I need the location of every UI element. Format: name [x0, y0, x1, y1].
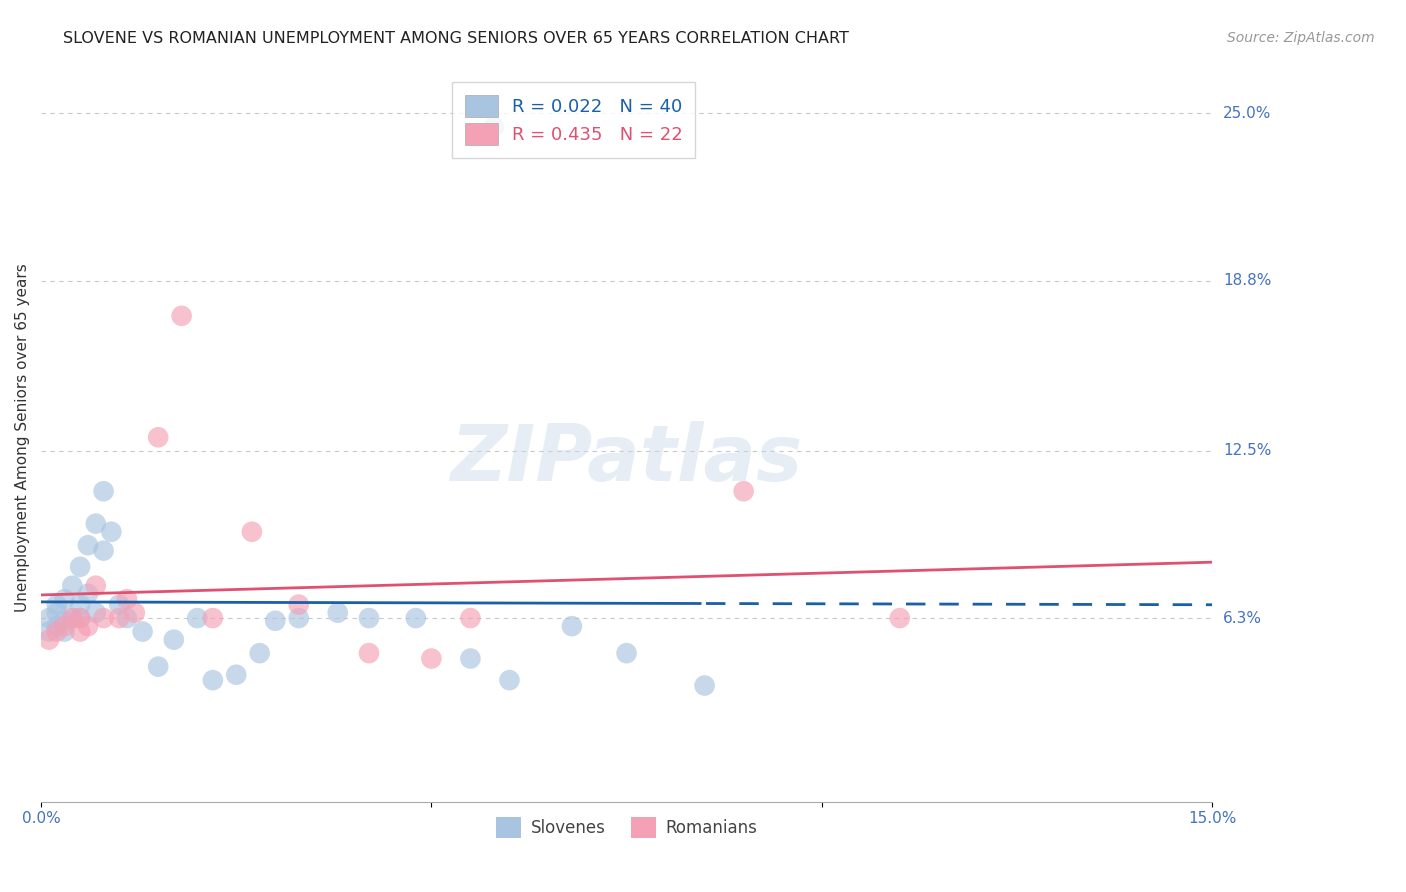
Point: [93, 543, 115, 558]
Point: [264, 614, 287, 628]
Point: [498, 673, 520, 687]
Point: [77, 619, 100, 633]
Point: [60, 611, 83, 625]
Point: [186, 611, 208, 625]
Point: [77, 538, 100, 552]
Point: [287, 598, 309, 612]
Point: [201, 673, 224, 687]
Point: [60, 611, 83, 625]
Point: [53, 624, 76, 639]
Point: [108, 598, 131, 612]
Point: [38, 611, 60, 625]
Point: [69, 624, 91, 639]
Point: [201, 611, 224, 625]
Point: [38, 632, 60, 647]
Point: [45, 624, 67, 639]
Text: 6.3%: 6.3%: [1223, 611, 1263, 625]
Point: [45, 619, 67, 633]
Point: [38, 624, 60, 639]
Point: [124, 606, 146, 620]
Point: [357, 646, 380, 660]
Point: [170, 309, 193, 323]
Point: [148, 659, 170, 673]
Point: [326, 606, 349, 620]
Point: [225, 667, 247, 681]
Point: [93, 611, 115, 625]
Point: [733, 484, 755, 499]
Point: [357, 611, 380, 625]
Point: [45, 606, 67, 620]
Text: 12.5%: 12.5%: [1223, 443, 1271, 458]
Legend: Slovenes, Romanians: Slovenes, Romanians: [489, 811, 763, 844]
Text: 18.8%: 18.8%: [1223, 273, 1271, 288]
Point: [53, 619, 76, 633]
Point: [163, 632, 186, 647]
Point: [889, 611, 911, 625]
Point: [77, 587, 100, 601]
Point: [84, 516, 107, 531]
Point: [93, 484, 115, 499]
Point: [616, 646, 638, 660]
Point: [108, 611, 131, 625]
Point: [45, 598, 67, 612]
Point: [482, 120, 505, 134]
Text: SLOVENE VS ROMANIAN UNEMPLOYMENT AMONG SENIORS OVER 65 YEARS CORRELATION CHART: SLOVENE VS ROMANIAN UNEMPLOYMENT AMONG S…: [63, 31, 849, 46]
Point: [115, 611, 138, 625]
Point: [115, 592, 138, 607]
Point: [240, 524, 263, 539]
Point: [84, 579, 107, 593]
Point: [148, 430, 170, 444]
Text: 25.0%: 25.0%: [1223, 106, 1271, 121]
Point: [131, 624, 153, 639]
Point: [84, 606, 107, 620]
Point: [561, 619, 583, 633]
Point: [420, 651, 443, 665]
Y-axis label: Unemployment Among Seniors over 65 years: Unemployment Among Seniors over 65 years: [15, 263, 30, 612]
Point: [69, 598, 91, 612]
Point: [287, 611, 309, 625]
Point: [69, 611, 91, 625]
Text: ZIPatlas: ZIPatlas: [450, 421, 803, 497]
Point: [693, 679, 716, 693]
Point: [60, 579, 83, 593]
Point: [249, 646, 271, 660]
Point: [53, 614, 76, 628]
Point: [460, 611, 482, 625]
Point: [100, 524, 122, 539]
Point: [405, 611, 427, 625]
Point: [460, 651, 482, 665]
Text: Source: ZipAtlas.com: Source: ZipAtlas.com: [1227, 31, 1375, 45]
Point: [69, 559, 91, 574]
Point: [69, 611, 91, 625]
Point: [53, 592, 76, 607]
